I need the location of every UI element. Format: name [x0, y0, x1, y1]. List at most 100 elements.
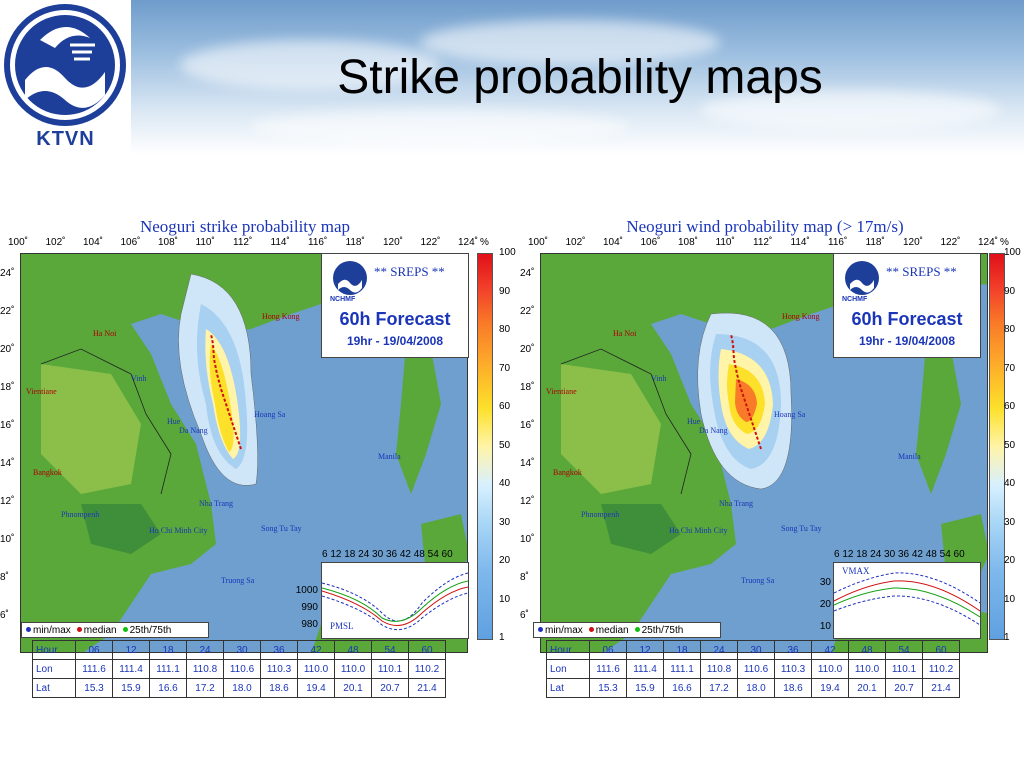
city-hue: Hue: [167, 417, 181, 426]
city-manila: Manila: [898, 452, 921, 461]
forecast-info-box: NCHMF ** SREPS ** 60h Forecast 19hr - 19…: [833, 253, 981, 358]
city-phnom-penh: Phnompenh: [61, 510, 100, 519]
table-cell: 110.8: [186, 659, 224, 679]
table-cell: 110.6: [737, 659, 775, 679]
forecast-label: 60h Forecast: [851, 309, 963, 329]
header-banner: [0, 0, 1024, 155]
city-nha-trang: Nha Trang: [719, 499, 754, 508]
strike-probability-panel: Neoguri strike probability map 100˚ 102˚ 1…: [0, 215, 516, 698]
longitude-tick: 124˚: [978, 237, 999, 248]
latitude-axis: 24˚ 22˚ 20˚ 18˚ 16˚ 14˚ 12˚ 10˚ 8˚ 6˚: [520, 253, 540, 653]
table-cell: 60: [922, 640, 960, 660]
colorbar-tick: 80: [499, 324, 511, 335]
colorbar-tick: 100: [1004, 247, 1021, 258]
table-cell: 111.1: [663, 659, 701, 679]
sreps-label: ** SREPS **: [886, 264, 957, 279]
latitude-tick: 6˚: [0, 610, 9, 621]
nchmf-label: NCHMF: [842, 296, 868, 303]
longitude-tick: 104˚: [83, 237, 104, 248]
colorbar-ticks: 100 90 80 70 60 50 40 30 20 10 1: [499, 247, 523, 647]
longitude-tick: 112˚: [753, 237, 773, 248]
latitude-tick: 14˚: [0, 458, 15, 469]
forecast-label: 60h Forecast: [339, 309, 451, 329]
longitude-tick: 116˚: [308, 237, 328, 248]
city-hong-kong: Hong Kong: [782, 312, 820, 321]
table-cell: 36: [774, 640, 812, 660]
longitude-tick: 110˚: [195, 237, 215, 248]
colorbar-tick: 90: [499, 285, 511, 297]
table-cell: 20.1: [848, 678, 886, 698]
table-cell: 18.6: [774, 678, 812, 698]
table-row: Hour 06 12 18 24 30 36 42 48 54 60: [32, 640, 446, 660]
latitude-tick: 18˚: [520, 382, 535, 393]
table-cell: 15.3: [589, 678, 627, 698]
city-truong-sa: Truong Sa: [741, 576, 775, 585]
city-hoang-sa: Hoang Sa: [254, 410, 286, 419]
colorbar-tick: 30: [1004, 516, 1016, 528]
longitude-tick: 122˚: [420, 237, 441, 248]
city-da-nang: Da Nang: [179, 426, 208, 435]
table-cell: 110.1: [371, 659, 409, 679]
table-row: Lon 111.6 111.4 111.1 110.8 110.6 110.3 110.0 11…: [546, 659, 960, 679]
table-row: Lon 111.6 111.4 111.1 110.8 110.6 110.3 110.0 11…: [32, 659, 446, 679]
longitude-tick: 118˚: [345, 237, 365, 248]
table-cell: 48: [848, 640, 886, 660]
table-cell: 42: [297, 640, 335, 660]
table-cell: 24: [186, 640, 224, 660]
longitude-tick: 104˚: [603, 237, 624, 248]
latitude-tick: 8˚: [0, 572, 9, 583]
table-cell: 18.0: [223, 678, 261, 698]
nchmf-logo-icon: [333, 261, 367, 295]
table-cell: 18: [663, 640, 701, 660]
table-cell: 19.4: [297, 678, 335, 698]
city-hoang-sa: Hoang Sa: [774, 410, 806, 419]
page-title: Strike probability maps: [337, 51, 823, 104]
table-cell: 06: [589, 640, 627, 660]
table-cell: 48: [334, 640, 372, 660]
colorbar-tick: 100: [499, 247, 516, 258]
nchmf-logo-icon: [845, 261, 879, 295]
ktvn-logo: KTVN: [0, 0, 131, 155]
forecast-info-box: NCHMF ** SREPS ** 60h Forecast 19hr - 19…: [321, 253, 469, 358]
table-row: Lat 15.3 15.9 16.6 17.2 18.0 18.6 19.4 20.1 20.7 2…: [546, 678, 960, 698]
table-cell: 15.3: [75, 678, 113, 698]
table-cell: 18: [149, 640, 187, 660]
table-cell: 110.0: [334, 659, 372, 679]
latitude-tick: 16˚: [520, 420, 535, 431]
mini-yticks: 1000 990 980: [295, 585, 318, 630]
mini-hours: 6 12 18 24 30 36 42 48 54 60: [834, 549, 965, 560]
probability-colorbar: [989, 253, 1005, 640]
longitude-tick: 124˚: [458, 237, 479, 248]
longitude-tick: 102˚: [565, 237, 586, 248]
colorbar-tick: 40: [1004, 478, 1016, 489]
colorbar-tick: 40: [499, 478, 511, 489]
colorbar-tick: 60: [499, 401, 511, 412]
table-cell: 110.2: [922, 659, 960, 679]
table-cell: 110.6: [223, 659, 261, 679]
city-song-tu-tay: Song Tu Tay: [781, 524, 822, 533]
track-table: Hour 06 12 18 24 30 36 42 48 54 60 Lon 111.6 111.4 111…: [32, 640, 446, 698]
city-ha-noi: Ha Noi: [93, 329, 117, 338]
latitude-tick: 20˚: [0, 344, 15, 355]
table-cell: 110.1: [885, 659, 923, 679]
table-cell: 15.9: [626, 678, 664, 698]
table-cell: 15.9: [112, 678, 150, 698]
longitude-tick: 116˚: [828, 237, 848, 248]
colorbar-tick: 50: [1004, 439, 1016, 451]
city-truong-sa: Truong Sa: [221, 576, 255, 585]
table-cell: 36: [260, 640, 298, 660]
latitude-tick: 12˚: [520, 496, 535, 507]
longitude-tick: 114˚: [270, 237, 290, 248]
longitude-tick: 100˚: [8, 237, 29, 248]
table-cell: 54: [371, 640, 409, 660]
colorbar-tick: 20: [1004, 555, 1016, 566]
city-da-nang: Da Nang: [699, 426, 728, 435]
table-cell: 20.1: [334, 678, 372, 698]
latitude-tick: 24˚: [520, 268, 535, 279]
colorbar-tick: 10: [499, 593, 511, 605]
table-cell: 30: [223, 640, 261, 660]
table-cell: 17.2: [700, 678, 738, 698]
city-vinh: Vinh: [131, 374, 147, 383]
table-cell: 110.0: [811, 659, 849, 679]
table-cell: 20.7: [885, 678, 923, 698]
